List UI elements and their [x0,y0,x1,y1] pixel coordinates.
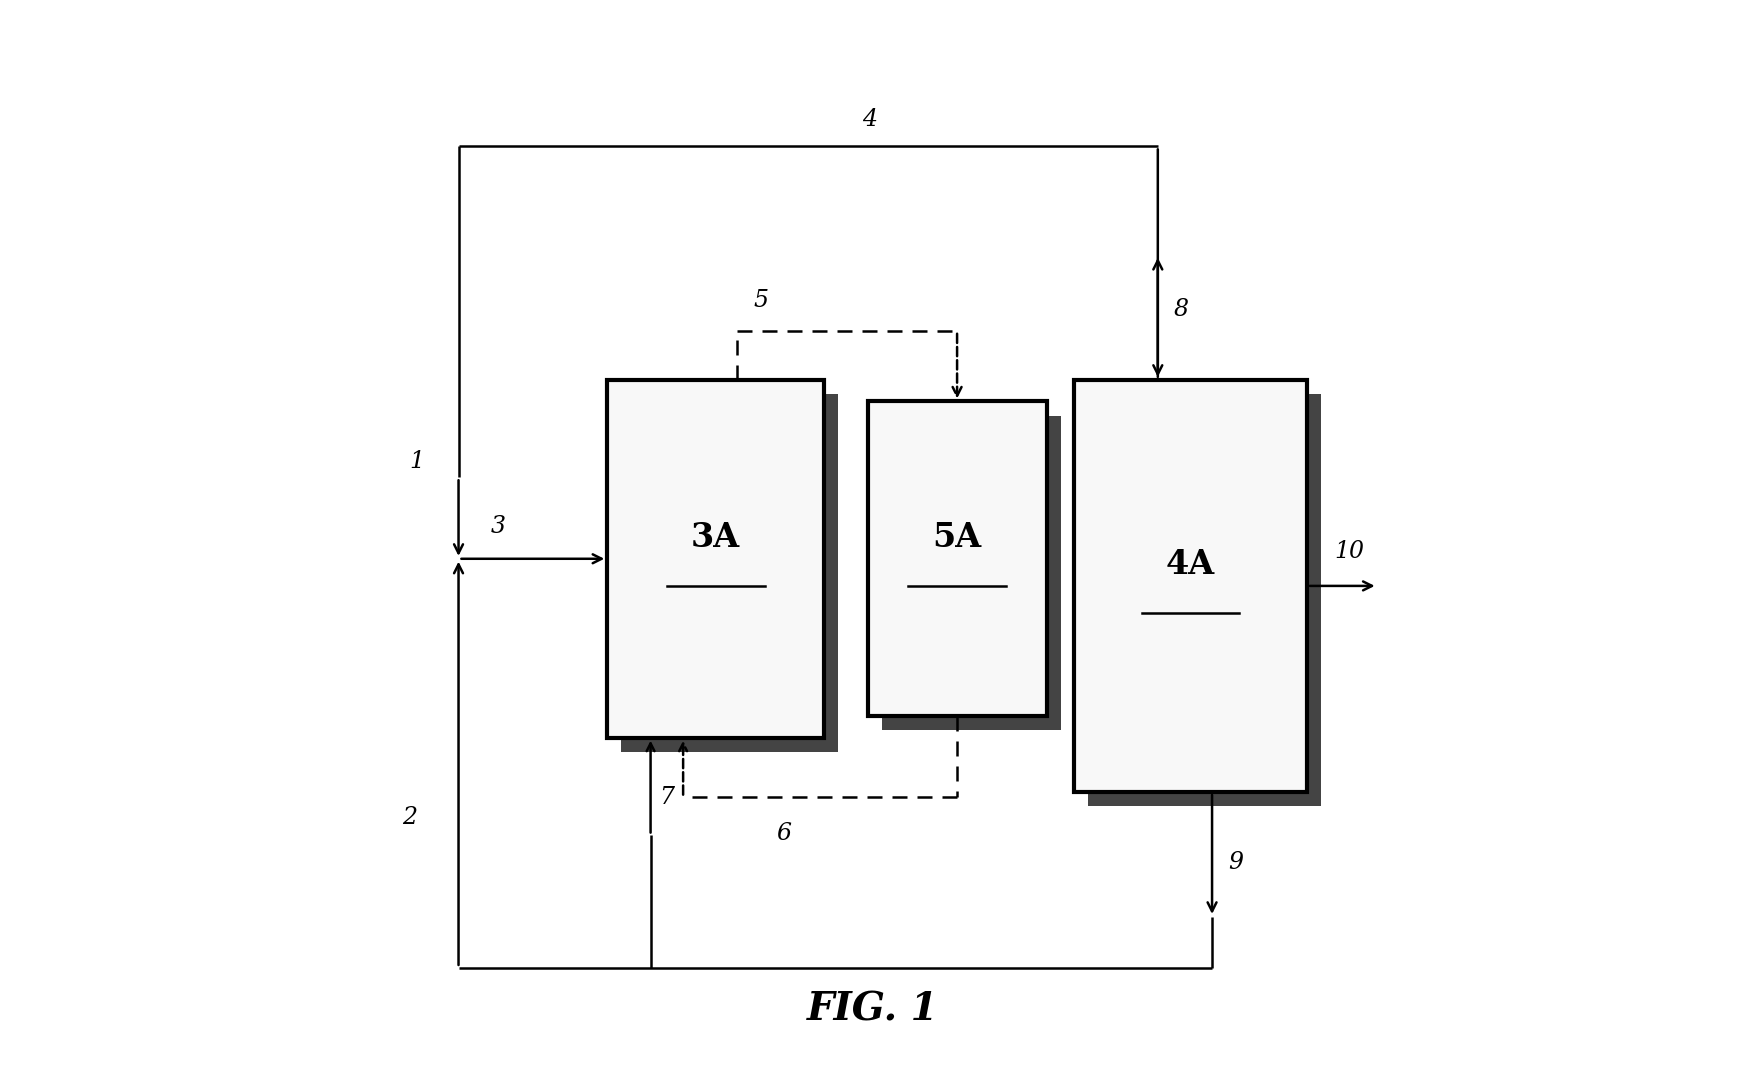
Text: 3: 3 [491,514,506,538]
Bar [608,380,824,738]
Text: 8: 8 [1173,297,1189,321]
Bar [882,416,1062,730]
Bar [622,394,838,752]
Text: 1: 1 [410,449,424,473]
Text: 3A: 3A [691,521,740,553]
Text: 4A: 4A [1166,548,1215,580]
Bar [868,401,1046,716]
Text: 5: 5 [754,289,768,312]
Bar [1088,394,1322,806]
Text: 9: 9 [1229,851,1243,875]
Text: FIG. 1: FIG. 1 [807,990,939,1029]
Text: 7: 7 [660,786,674,809]
Text: 2: 2 [402,806,417,829]
Text: 10: 10 [1334,539,1364,563]
Text: 6: 6 [777,821,791,845]
Text: 4: 4 [863,107,878,131]
Text: 5A: 5A [932,521,981,553]
Bar [1074,380,1308,792]
